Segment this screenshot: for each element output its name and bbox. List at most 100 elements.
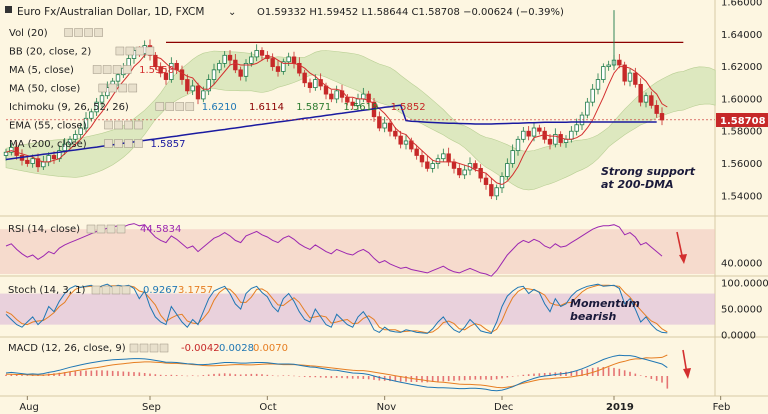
indicator-control-icon[interactable] <box>64 28 73 37</box>
candle-body <box>217 62 222 71</box>
price-candle <box>89 108 94 122</box>
candle-body <box>243 62 249 77</box>
indicator-control-icon[interactable] <box>115 46 125 56</box>
chevron-down-icon[interactable]: ⌄ <box>228 7 236 18</box>
indicator-control-icon[interactable] <box>118 83 128 93</box>
price-candle <box>585 97 590 119</box>
price-candle <box>617 54 622 69</box>
time-axis-tick-label: Aug <box>19 402 39 413</box>
indicator-control-icon[interactable] <box>108 83 118 93</box>
indicator-legend-row[interactable]: Ichimoku (9, 26, 52, 26) 1.6210 1.6114 1.58… <box>9 102 426 113</box>
macd-histogram-bar <box>458 376 461 381</box>
indicator-control-icon[interactable] <box>165 102 175 111</box>
indicator-control-icon[interactable] <box>155 102 165 111</box>
price-candle <box>185 74 190 95</box>
candle-body <box>547 138 553 145</box>
indicator-control-icon[interactable] <box>124 139 133 148</box>
stoch-control-icons[interactable] <box>91 285 131 295</box>
price-candle <box>537 124 542 135</box>
candle-body <box>174 62 179 71</box>
indicator-legend-row[interactable]: EMA (55, close) <box>9 121 143 132</box>
price-candle <box>590 84 595 107</box>
indicator-control-icon[interactable] <box>104 120 113 130</box>
indicator-control-icon[interactable] <box>135 46 145 56</box>
rsi-control-icons[interactable] <box>86 224 126 234</box>
candle-body <box>233 59 238 71</box>
macd-histogram-bar <box>367 376 370 380</box>
macd-control-icons[interactable] <box>129 343 169 353</box>
macd-histogram-bar <box>298 376 301 377</box>
macd-histogram-bar <box>197 375 199 377</box>
macd-histogram-bar <box>335 376 338 378</box>
macd-histogram-bar <box>143 373 146 376</box>
indicator-legend-row[interactable]: MA (200, close) 1.5857 <box>9 139 186 150</box>
current-price-tag: 1.58708 <box>716 113 768 127</box>
indicator-control-icon[interactable] <box>114 139 123 148</box>
indicator-control-icon[interactable] <box>128 83 138 93</box>
indicator-value: 1.5958 <box>139 65 174 76</box>
indicator-control-icon[interactable] <box>175 102 185 111</box>
macd-histogram-bar <box>303 376 306 377</box>
indicator-control-icon[interactable] <box>185 102 195 111</box>
macd-histogram-bar <box>122 371 125 376</box>
indicator-control-icon[interactable] <box>112 65 122 74</box>
price-candle <box>622 61 627 86</box>
candle-body <box>569 130 574 140</box>
candle-body <box>403 140 409 145</box>
indicator-value: 1.5857 <box>151 139 186 150</box>
macd-histogram-bar <box>95 370 98 376</box>
indicator-control-icon[interactable] <box>74 28 83 37</box>
rsi-label: RSI (14, close) <box>8 224 80 235</box>
price-candle <box>654 100 659 118</box>
candle-body <box>291 56 297 64</box>
indicator-control-icon[interactable] <box>84 28 93 37</box>
indicator-value: 1.5871 <box>296 102 331 113</box>
price-candle <box>3 149 9 161</box>
price-candle <box>190 79 195 96</box>
indicator-control-icon[interactable] <box>134 120 143 130</box>
indicator-legend-row[interactable]: BB (20, close, 2) <box>9 46 155 58</box>
macd-histogram-bar <box>319 376 322 378</box>
candle-body <box>430 163 435 169</box>
indicator-control-icon[interactable] <box>94 28 103 37</box>
price-candle <box>521 127 526 143</box>
indicator-legend-row[interactable]: MA (5, close) 1.5958 <box>9 65 174 76</box>
indicator-control-icon[interactable] <box>122 65 132 74</box>
indicator-control-icon[interactable] <box>102 65 112 74</box>
macd-histogram-bar <box>581 369 583 376</box>
macd-histogram-bar <box>373 376 375 380</box>
indicator-control-icon[interactable] <box>98 83 108 93</box>
price-candle <box>483 172 489 190</box>
indicator-control-icon[interactable] <box>92 65 102 74</box>
candle-body <box>185 79 190 92</box>
indicator-legend: Vol (20) BB (20, close, 2) MA (5, close) 1.… <box>9 28 426 150</box>
macd-histogram-bar <box>191 375 194 376</box>
price-axis-tick-label: 1.56000 <box>721 159 762 170</box>
indicator-control-icon[interactable] <box>104 139 113 148</box>
price-candle <box>547 134 553 150</box>
macd-histogram-bar <box>85 370 87 376</box>
macd-histogram-bar <box>431 376 434 382</box>
macd-histogram-bar <box>623 370 626 376</box>
indicator-control-icon[interactable] <box>124 120 133 130</box>
price-axis-tick-label: 1.60000 <box>721 94 762 105</box>
indicator-control-icon[interactable] <box>125 46 135 56</box>
macd-histogram-bar <box>405 376 407 382</box>
indicator-control-icon[interactable] <box>134 139 143 148</box>
candle-body <box>515 138 521 152</box>
candle-body <box>659 113 665 121</box>
candle-body <box>270 58 275 68</box>
indicator-control-icon[interactable] <box>114 120 123 130</box>
candle-body <box>153 54 158 68</box>
macd-histogram-bar <box>5 374 7 376</box>
indicator-legend-row[interactable]: Vol (20) <box>9 28 103 39</box>
price-candle <box>73 130 78 143</box>
indicator-control-icon[interactable] <box>145 46 155 56</box>
macd-histogram-bar <box>399 376 402 382</box>
macd-histogram-bar <box>394 376 397 382</box>
macd-signal-line <box>6 354 668 389</box>
candle-body <box>201 90 206 100</box>
collapse-arrow-icon[interactable] <box>5 6 12 13</box>
indicator-legend-row[interactable]: MA (50, close) <box>9 83 138 95</box>
stoch-d-value: 3.1757 <box>178 285 213 296</box>
